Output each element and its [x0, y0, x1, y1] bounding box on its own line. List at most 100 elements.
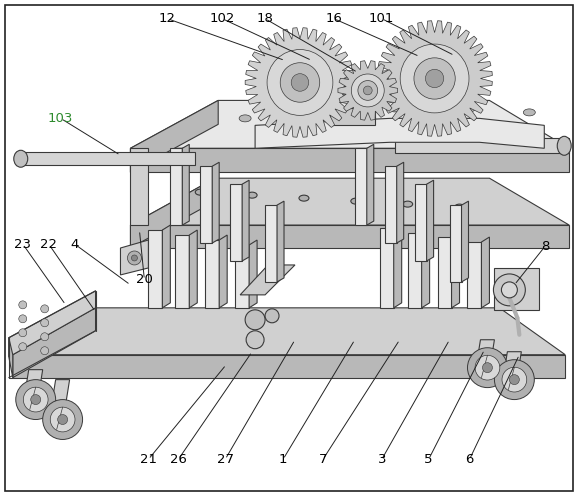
Circle shape: [131, 255, 138, 261]
Polygon shape: [13, 308, 565, 355]
Polygon shape: [131, 100, 218, 172]
Text: 102: 102: [209, 12, 235, 25]
Ellipse shape: [247, 192, 257, 198]
Polygon shape: [200, 166, 212, 243]
Polygon shape: [205, 240, 219, 308]
Circle shape: [16, 379, 55, 420]
Ellipse shape: [389, 105, 401, 112]
Polygon shape: [13, 355, 565, 377]
Ellipse shape: [557, 136, 571, 155]
Circle shape: [246, 331, 264, 349]
Text: 101: 101: [369, 12, 394, 25]
Ellipse shape: [403, 201, 413, 207]
Polygon shape: [380, 228, 394, 308]
Polygon shape: [171, 148, 182, 225]
Polygon shape: [131, 148, 149, 225]
Polygon shape: [13, 308, 95, 377]
Circle shape: [483, 363, 492, 372]
Polygon shape: [421, 228, 429, 308]
Polygon shape: [182, 144, 189, 225]
Circle shape: [40, 305, 49, 313]
Polygon shape: [414, 184, 427, 261]
Polygon shape: [427, 180, 434, 261]
Polygon shape: [481, 237, 490, 308]
Circle shape: [280, 62, 320, 102]
Polygon shape: [245, 28, 355, 137]
Polygon shape: [162, 225, 171, 308]
Polygon shape: [242, 180, 249, 261]
Circle shape: [475, 355, 500, 380]
Polygon shape: [397, 162, 403, 243]
Ellipse shape: [314, 107, 326, 114]
Text: 20: 20: [136, 273, 153, 286]
Text: 26: 26: [170, 453, 187, 466]
Circle shape: [128, 251, 142, 265]
Circle shape: [364, 86, 372, 95]
Polygon shape: [25, 370, 43, 395]
Polygon shape: [367, 144, 374, 225]
Ellipse shape: [239, 115, 251, 122]
Circle shape: [414, 58, 455, 99]
Polygon shape: [9, 338, 13, 377]
Ellipse shape: [351, 198, 361, 204]
Text: 6: 6: [465, 453, 474, 466]
Circle shape: [18, 315, 27, 323]
Circle shape: [265, 309, 279, 323]
Ellipse shape: [523, 109, 535, 116]
Polygon shape: [394, 223, 402, 308]
Circle shape: [358, 80, 377, 100]
Polygon shape: [9, 291, 95, 357]
Polygon shape: [131, 100, 569, 148]
Polygon shape: [219, 235, 227, 308]
Text: 1: 1: [279, 453, 287, 466]
Polygon shape: [175, 235, 189, 308]
Polygon shape: [120, 240, 149, 275]
Polygon shape: [277, 201, 284, 282]
Text: 16: 16: [325, 12, 342, 25]
Polygon shape: [451, 232, 460, 308]
Polygon shape: [476, 340, 494, 365]
Circle shape: [50, 407, 75, 432]
Polygon shape: [240, 265, 295, 295]
Ellipse shape: [454, 204, 465, 210]
Polygon shape: [189, 230, 197, 308]
Circle shape: [58, 415, 68, 425]
Circle shape: [245, 310, 265, 330]
Polygon shape: [461, 201, 469, 282]
Circle shape: [351, 74, 384, 107]
Circle shape: [40, 333, 49, 341]
Circle shape: [31, 395, 40, 405]
Circle shape: [509, 374, 520, 384]
Polygon shape: [131, 148, 569, 172]
Polygon shape: [407, 233, 421, 308]
Text: 22: 22: [40, 238, 57, 250]
Circle shape: [18, 301, 27, 309]
Text: 4: 4: [71, 238, 79, 250]
Polygon shape: [131, 225, 569, 248]
Polygon shape: [377, 21, 492, 136]
Circle shape: [18, 329, 27, 337]
Polygon shape: [338, 61, 398, 120]
Polygon shape: [212, 162, 219, 243]
Circle shape: [267, 50, 333, 116]
Text: 103: 103: [48, 112, 73, 125]
Circle shape: [40, 347, 49, 355]
Circle shape: [494, 360, 534, 400]
Ellipse shape: [195, 189, 205, 195]
Circle shape: [18, 343, 27, 351]
Circle shape: [494, 274, 525, 306]
Polygon shape: [355, 148, 367, 225]
Polygon shape: [255, 119, 544, 148]
Polygon shape: [265, 205, 277, 282]
Text: 8: 8: [541, 240, 550, 252]
Circle shape: [501, 282, 517, 298]
Polygon shape: [330, 109, 375, 125]
Polygon shape: [51, 379, 69, 405]
Circle shape: [425, 69, 444, 88]
Circle shape: [400, 44, 469, 113]
Polygon shape: [450, 205, 461, 282]
Circle shape: [43, 400, 83, 439]
Polygon shape: [503, 352, 521, 376]
Polygon shape: [149, 230, 162, 308]
Ellipse shape: [299, 195, 309, 201]
